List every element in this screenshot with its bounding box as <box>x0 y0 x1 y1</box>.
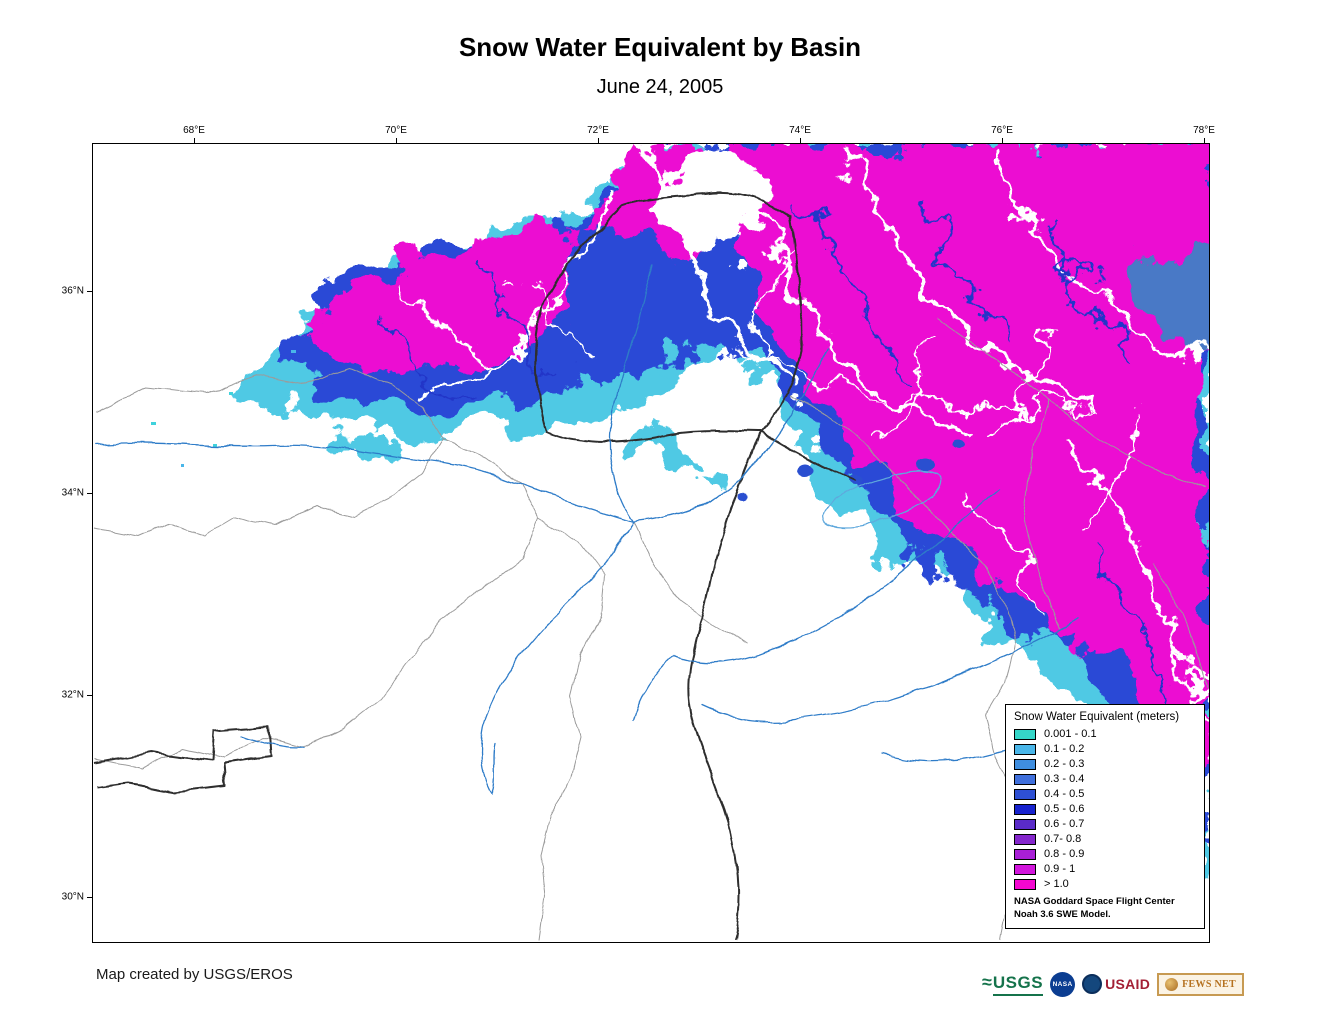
usaid-logo: USAID <box>1082 974 1150 994</box>
legend-entry-label: 0.9 - 1 <box>1044 863 1076 876</box>
lon-tick <box>194 138 195 144</box>
legend-entry: 0.4 - 0.5 <box>1014 788 1196 800</box>
nasa-logo: NASA <box>1050 971 1076 997</box>
legend-entry-label: 0.5 - 0.6 <box>1044 803 1085 816</box>
legend-entry-label: 0.4 - 0.5 <box>1044 788 1085 801</box>
legend-entry-label: 0.8 - 0.9 <box>1044 848 1085 861</box>
legend-entry-label: 0.2 - 0.3 <box>1044 758 1085 771</box>
lat-tick <box>87 493 93 494</box>
legend-entry-label: > 1.0 <box>1044 878 1069 891</box>
lon-label: 72°E <box>587 125 609 136</box>
nasa-logo-text: NASA <box>1052 980 1073 988</box>
legend-swatch <box>1014 758 1036 770</box>
usaid-logo-text: USAID <box>1105 976 1151 992</box>
lon-label: 70°E <box>385 125 407 136</box>
basin-outline-bold <box>95 191 856 941</box>
lon-tick <box>1204 138 1205 144</box>
legend-entry-label: 0.3 - 0.4 <box>1044 773 1085 786</box>
legend-entry: 0.6 - 0.7 <box>1014 818 1196 830</box>
legend-swatch <box>1014 878 1036 890</box>
legend-entry-label: 0.001 - 0.1 <box>1044 728 1097 741</box>
legend-source: NASA Goddard Space Flight Center Noah 3.… <box>1014 896 1196 921</box>
lon-label: 68°E <box>183 125 205 136</box>
legend-entry-label: 0.7- 0.8 <box>1044 833 1082 846</box>
legend-source-line1: NASA Goddard Space Flight Center <box>1014 896 1175 908</box>
legend-title: Snow Water Equivalent (meters) <box>1014 711 1180 724</box>
basin-boundaries <box>95 318 1208 941</box>
plateau-patch <box>1125 242 1209 346</box>
lon-tick <box>598 138 599 144</box>
map-credit: Map created by USGS/EROS <box>96 966 293 983</box>
legend-entry: 0.9 - 1 <box>1014 863 1196 875</box>
legend-entry-label: 0.6 - 0.7 <box>1044 818 1085 831</box>
lat-tick <box>87 695 93 696</box>
snow-patches-east <box>738 440 965 500</box>
lat-tick <box>87 291 93 292</box>
legend: Snow Water Equivalent (meters) 0.001 - 0… <box>1005 704 1205 929</box>
legend-entry-label: 0.1 - 0.2 <box>1044 743 1085 756</box>
legend-swatch <box>1014 743 1036 755</box>
legend-entry: 0.5 - 0.6 <box>1014 803 1196 815</box>
legend-swatch <box>1014 803 1036 815</box>
snow-veins <box>383 184 1177 717</box>
legend-swatch <box>1014 818 1036 830</box>
lat-label: 30°N <box>61 891 84 903</box>
rivers <box>95 263 1129 796</box>
usgs-logo: ≈ USGS <box>982 971 1044 996</box>
legend-source-line2: Noah 3.6 SWE Model. <box>1014 908 1111 920</box>
lat-label: 32°N <box>61 689 84 701</box>
legend-swatch <box>1014 788 1036 800</box>
legend-entry: > 1.0 <box>1014 878 1196 890</box>
snow-layer-magenta <box>303 144 1209 792</box>
legend-entry: 0.7- 0.8 <box>1014 833 1196 845</box>
legend-swatch <box>1014 773 1036 785</box>
usgs-wave-icon: ≈ <box>982 971 992 992</box>
legend-entry: 0.8 - 0.9 <box>1014 848 1196 860</box>
snow-valleys <box>393 149 1209 743</box>
legend-swatch <box>1014 848 1036 860</box>
lon-tick <box>1002 138 1003 144</box>
legend-entries: 0.001 - 0.1 0.1 - 0.2 0.2 - 0.3 0.3 - 0.4 0.… <box>1014 728 1196 890</box>
fewsnet-logo-text: FEWS NET <box>1182 978 1236 990</box>
legend-swatch <box>1014 833 1036 845</box>
lon-tick <box>396 138 397 144</box>
legend-entry: 0.2 - 0.3 <box>1014 758 1196 770</box>
lon-label: 78°E <box>1193 125 1215 136</box>
lon-label: 76°E <box>991 125 1013 136</box>
legend-entry: 0.001 - 0.1 <box>1014 728 1196 740</box>
logo-strip: ≈ USGS NASA USAID FEWS NET <box>982 967 1244 1001</box>
map-frame: Snow Water Equivalent (meters) 0.001 - 0… <box>62 125 1215 943</box>
legend-entry: 0.3 - 0.4 <box>1014 773 1196 785</box>
map-canvas <box>95 144 1209 941</box>
usaid-emblem-icon <box>1082 974 1103 994</box>
legend-swatch <box>1014 863 1036 875</box>
lat-label: 36°N <box>61 285 84 297</box>
lon-tick <box>800 138 801 144</box>
fewsnet-logo: FEWS NET <box>1157 972 1244 996</box>
legend-swatch <box>1014 728 1036 740</box>
globe-icon <box>1165 977 1179 991</box>
page-title: Snow Water Equivalent by Basin <box>458 32 862 62</box>
lon-label: 74°E <box>789 125 811 136</box>
lat-label: 34°N <box>61 487 84 499</box>
map-area: Snow Water Equivalent (meters) 0.001 - 0… <box>93 144 1209 942</box>
page-subtitle: June 24, 2005 <box>596 76 724 98</box>
lat-tick <box>87 897 93 898</box>
legend-entry: 0.1 - 0.2 <box>1014 743 1196 755</box>
usgs-logo-text: USGS <box>992 973 1044 996</box>
